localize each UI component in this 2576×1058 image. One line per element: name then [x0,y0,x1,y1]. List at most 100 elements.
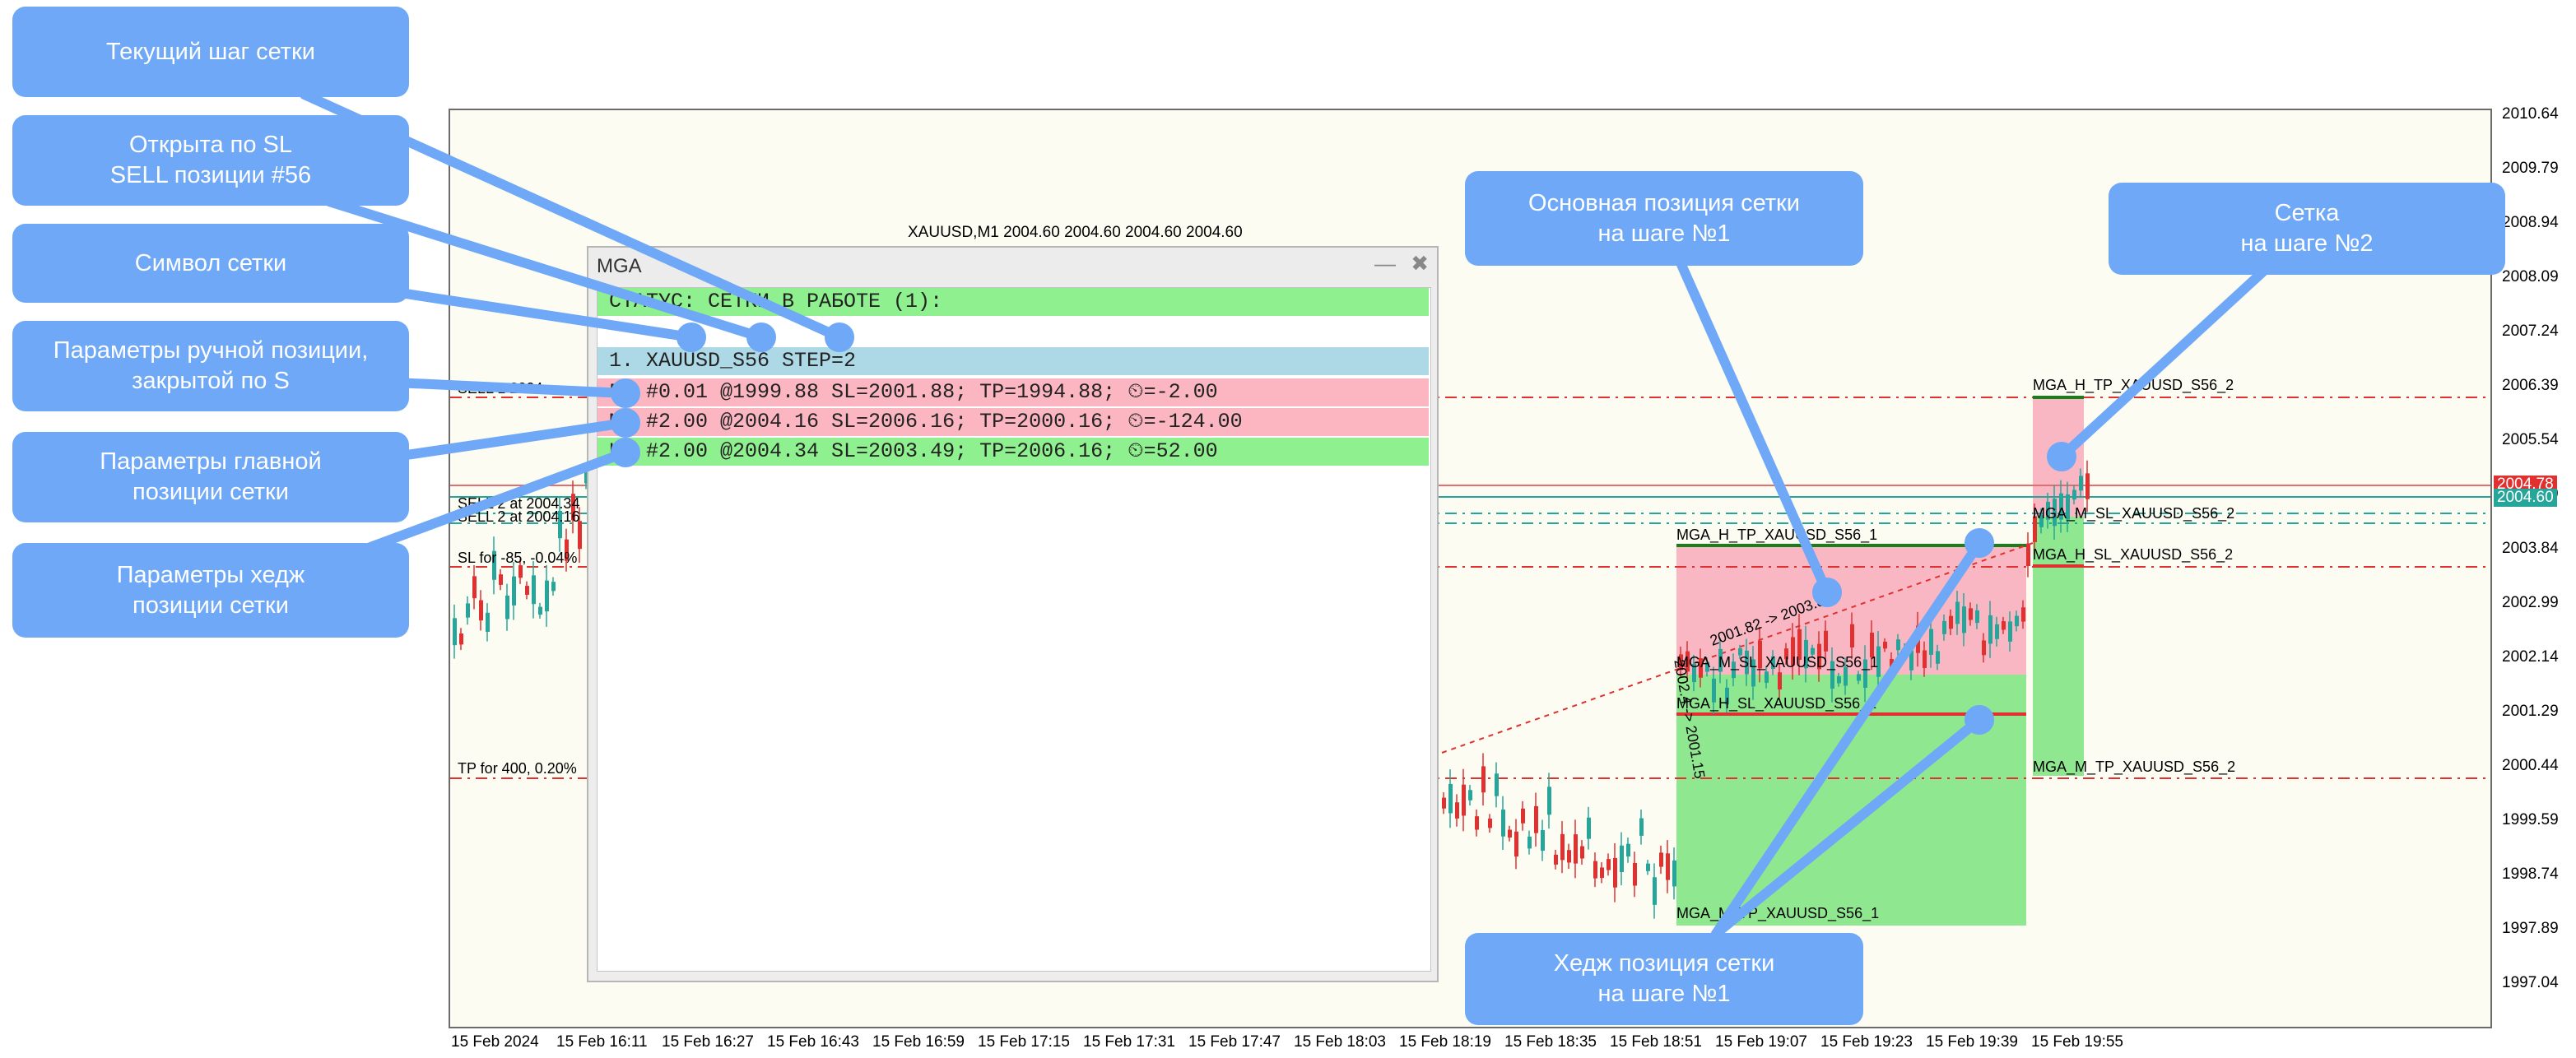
candle-body [1883,642,1887,649]
time-tick: 15 Feb 16:11 [556,1033,648,1051]
candle-body [1593,861,1597,879]
price-tick: 2003.84 [2502,540,2559,557]
candle-body [1587,817,1591,839]
candle-body [1936,651,1940,664]
candle-body [2021,607,2025,622]
callout-main-position: Основная позиция сетки на шаге №1 [1465,171,1863,266]
candle-body [1521,808,1525,824]
candle-body [1982,640,1986,656]
candle-body [1718,648,1723,672]
time-tick: 15 Feb 17:15 [978,1033,1070,1051]
candle-body [512,576,516,606]
price-tick: 1999.59 [2502,811,2559,828]
callout-hedge-params: Параметры хедж позиции сетки [12,543,409,638]
time-axis[interactable] [449,1028,2492,1058]
price-tick: 1997.89 [2502,920,2559,937]
candle-body [1495,773,1499,796]
candle-body [1580,846,1584,859]
candle-body [1547,787,1551,815]
price-tick: 2008.09 [2502,268,2559,285]
candle-body [459,633,463,645]
callout-opened-sl: Открыта по SL SELL позиции #56 [12,115,409,206]
candle-body [1804,639,1808,669]
connector-main-position [1674,254,1832,597]
price-tick: 2008.94 [2502,214,2559,231]
candle-body [1778,672,1782,690]
time-tick: 15 Feb 19:07 [1715,1033,1807,1051]
close-icon[interactable]: ✖ [1411,251,1429,276]
candle-body [1850,624,1854,647]
candle-body [1811,647,1815,655]
candle-body [2072,490,2076,500]
minimize-icon[interactable]: — [1374,251,1396,276]
candle-body [1824,630,1828,652]
price-tick: 2005.54 [2502,431,2559,448]
price-tick: 2000.44 [2502,757,2559,774]
candle-body [1797,629,1802,661]
candle-body [1765,671,1769,683]
candle-body [1923,650,1927,668]
candle-body [2066,494,2070,520]
candle-body [1567,850,1571,863]
candle-body [1633,862,1637,886]
candle-body [1969,608,1973,620]
mga-grid-row[interactable]: 1. XAUUSD_S56 STEP=2 [598,347,1429,375]
candle-body [578,521,582,550]
candle-body [1468,790,1472,800]
price-axis[interactable] [2492,109,2576,1028]
candle-body [1732,661,1736,679]
candle-body [558,510,562,539]
candle-body [1745,650,1749,675]
candle-body [1626,843,1630,857]
time-tick: 15 Feb 2024 [451,1033,539,1051]
candle-body [1699,658,1703,678]
time-tick: 15 Feb 17:47 [1188,1033,1281,1051]
candle-body [1817,643,1821,670]
price-tick: 1997.04 [2502,974,2559,991]
candle-body [1738,648,1742,656]
candle-body [1620,845,1624,872]
candle-body [1758,640,1762,669]
price-tick: 2002.14 [2502,648,2559,666]
connector-manual [390,378,630,398]
label-m-sl-2: MGA_M_SL_XAUUSD_S56_2 [2033,505,2235,522]
candle-body [525,586,529,595]
candle-body [1975,610,1979,624]
callout-grid-symbol: Символ сетки [12,224,409,303]
candle-body [453,618,457,646]
time-tick: 15 Feb 18:19 [1399,1033,1491,1051]
connector-symbol [390,287,696,342]
candle-body [1600,867,1604,879]
candle-body [1751,659,1755,687]
callout-manual-params: Параметры ручной позиции, закрытой по S [12,321,409,411]
connector-main [390,418,630,462]
candle-body [584,471,588,484]
price-tick: 2001.29 [2502,703,2559,720]
mga-panel[interactable]: MGA — ✖ СТАТУС: СЕТКИ В РАБОТЕ (1): 1. X… [587,246,1439,982]
price-current-teal: 2004.60 [2494,489,2557,507]
candle-body [1534,805,1538,833]
time-tick: 15 Feb 16:59 [872,1033,965,1051]
callout-main-params: Параметры главной позиции сетки [12,432,409,522]
hedge-position-zone-step2 [2033,517,2084,776]
left-label-tp-for: TP for 400, 0.20% [458,760,577,777]
candle-body [1995,624,1999,639]
time-tick: 15 Feb 19:55 [2031,1033,2123,1051]
candle-body [1896,639,1900,651]
candle-body [545,580,549,612]
candle-body [1574,834,1578,864]
mga-titlebar[interactable]: MGA — ✖ [588,248,1437,284]
candle-body [1988,615,1992,644]
mga-row-h: H: #2.00 @2004.34 SL=2003.49; TP=2006.16… [598,438,1429,466]
time-tick: 15 Feb 17:31 [1083,1033,1175,1051]
candle-body [2033,516,2037,542]
candle-body [1646,863,1650,871]
label-h-tp-1: MGA_H_TP_XAUUSD_S56_1 [1676,527,1878,543]
candle-body [1857,674,1861,681]
price-tick: 2002.99 [2502,594,2559,611]
candle-body [1844,666,1848,686]
price-tick: 2007.24 [2502,323,2559,340]
candle-body [2085,473,2090,499]
price-tick: 1998.74 [2502,865,2559,883]
candle-body [518,565,523,578]
